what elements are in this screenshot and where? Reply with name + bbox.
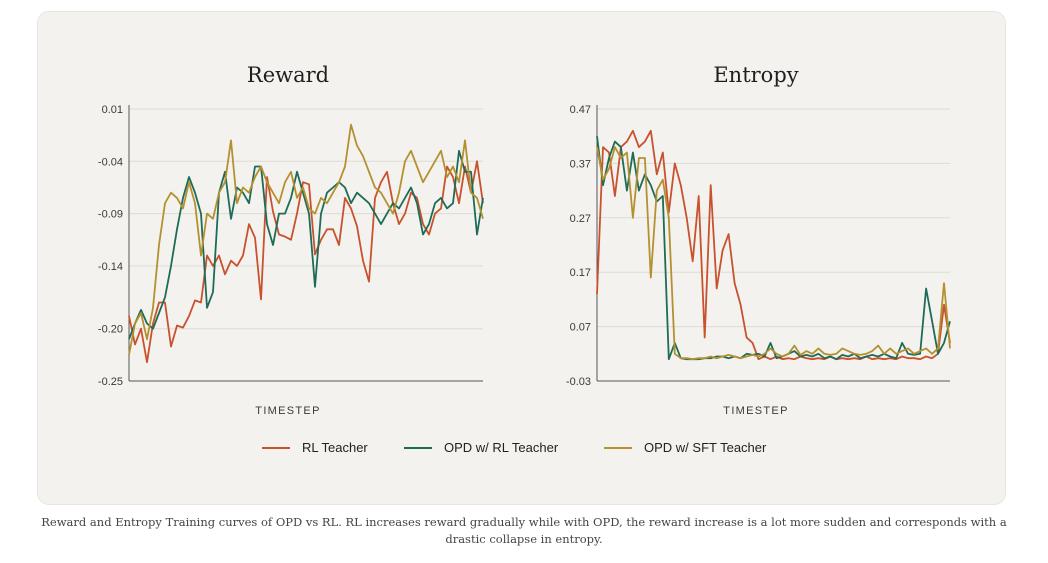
reward-lines (128, 123, 484, 364)
entropy-y-tick-label: 0.07 (570, 322, 591, 334)
entropy-chart-title: Entropy (713, 63, 798, 87)
reward-y-tick-label: -0.20 (98, 324, 123, 336)
entropy-y-tick-label: -0.03 (566, 376, 591, 388)
entropy-y-tick-label: 0.47 (570, 104, 591, 116)
reward-y-ticks: 0.01 -0.04 -0.09 -0.14 -0.20 -0.25 (98, 104, 123, 388)
legend-item-rl-teacher: RL Teacher (262, 440, 368, 455)
reward-series-opd-rl-teacher (128, 149, 484, 340)
reward-x-axis-label: TIMESTEP (255, 405, 320, 417)
legend-swatch-opd-rl-teacher (404, 446, 432, 449)
chart-legend: RL Teacher OPD w/ RL Teacher OPD w/ SFT … (0, 440, 1048, 460)
entropy-series-rl-teacher (596, 129, 951, 361)
entropy-series-opd-sft-teacher (596, 146, 951, 361)
reward-grid (128, 105, 483, 382)
entropy-y-tick-label: 0.27 (570, 213, 591, 225)
reward-y-tick-label: -0.09 (98, 209, 123, 221)
reward-series-opd-sft-teacher (128, 123, 484, 355)
entropy-y-tick-label: 0.17 (570, 267, 591, 279)
legend-item-opd-rl-teacher: OPD w/ RL Teacher (404, 440, 558, 455)
legend-swatch-rl-teacher (262, 446, 290, 449)
chart-card (37, 11, 1006, 505)
entropy-y-ticks: 0.47 0.37 0.27 0.17 0.07 -0.03 (566, 104, 591, 388)
entropy-chart: Entropy 0.47 0.37 0.27 0.17 0.07 -0.03 TIMEST… (566, 63, 951, 417)
reward-y-tick-label: -0.04 (98, 156, 123, 168)
legend-label-opd-rl-teacher: OPD w/ RL Teacher (444, 440, 559, 455)
figure-caption: Reward and Entropy Training curves of OP… (41, 515, 1007, 546)
reward-chart: Reward 0.01 -0.04 -0.09 -0.14 -0.20 -0.25 TIM… (98, 63, 484, 417)
reward-y-tick-label: -0.14 (98, 261, 123, 273)
legend-swatch-opd-sft-teacher (604, 446, 632, 449)
legend-label-rl-teacher: RL Teacher (302, 440, 368, 455)
reward-y-tick-label: 0.01 (102, 104, 123, 116)
reward-series-rl-teacher (128, 160, 484, 364)
reward-y-tick-label: -0.25 (98, 376, 123, 388)
legend-label-opd-sft-teacher: OPD w/ SFT Teacher (644, 440, 767, 455)
entropy-y-tick-label: 0.37 (570, 158, 591, 170)
entropy-lines (596, 129, 951, 361)
legend-item-opd-sft-teacher: OPD w/ SFT Teacher (604, 440, 766, 455)
entropy-x-axis-label: TIMESTEP (723, 405, 788, 417)
reward-chart-title: Reward (247, 63, 329, 87)
